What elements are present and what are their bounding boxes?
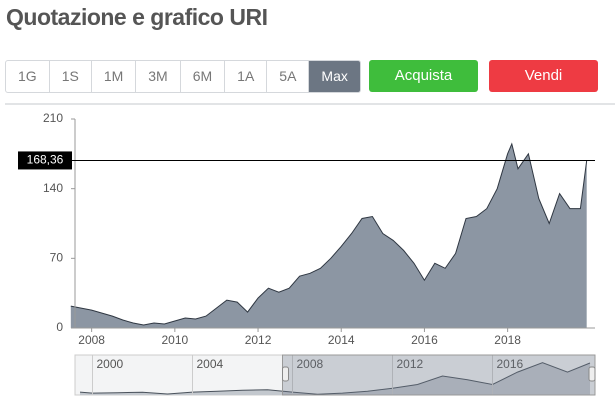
- range-button[interactable]: 1M: [92, 61, 137, 92]
- navigator-tick-label: 2004: [197, 357, 224, 371]
- x-tick-label: 2010: [161, 333, 188, 347]
- last-price-box: [18, 151, 72, 170]
- range-button[interactable]: 1S: [50, 61, 92, 92]
- navigator-tick-label: 2008: [297, 357, 324, 371]
- range-button[interactable]: 3M: [136, 61, 181, 92]
- last-price-label: 168,36: [27, 153, 64, 167]
- y-tick-label: 0: [56, 320, 63, 334]
- area: [70, 143, 587, 328]
- price-line: [79, 362, 591, 395]
- sell-button[interactable]: Vendi: [489, 60, 598, 92]
- navigator-handle: [282, 366, 289, 382]
- range-button[interactable]: 6M: [181, 61, 226, 92]
- x-tick-label: 2016: [411, 333, 438, 347]
- range-selector: 1G 1S 1M 3M 6M 1A 5A Max: [5, 60, 361, 93]
- navigator-tick-label: 2000: [97, 357, 124, 371]
- range-button[interactable]: 1G: [6, 61, 50, 92]
- x-tick-label: 2012: [245, 333, 272, 347]
- navigator-handle: [588, 366, 596, 382]
- buy-button[interactable]: Acquista: [369, 60, 478, 92]
- range-button[interactable]: 1A: [225, 61, 268, 92]
- price-line: [70, 142, 588, 326]
- page-title: Quotazione e grafico URI: [6, 4, 268, 30]
- area: [80, 362, 590, 395]
- range-button[interactable]: Max: [309, 61, 360, 92]
- range-button[interactable]: 5A: [267, 61, 310, 92]
- navigator-selection: [282, 354, 596, 396]
- y-tick-label: 70: [50, 251, 64, 265]
- x-tick-label: 2008: [78, 333, 105, 347]
- navigator-tick-label: 2012: [397, 357, 424, 371]
- navigator-tick-label: 2016: [497, 357, 524, 371]
- y-tick-label: 140: [43, 181, 63, 195]
- x-tick-label: 2018: [494, 333, 521, 347]
- divider: [5, 103, 615, 105]
- x-tick-label: 2014: [328, 333, 355, 347]
- y-tick-label: 210: [43, 111, 63, 125]
